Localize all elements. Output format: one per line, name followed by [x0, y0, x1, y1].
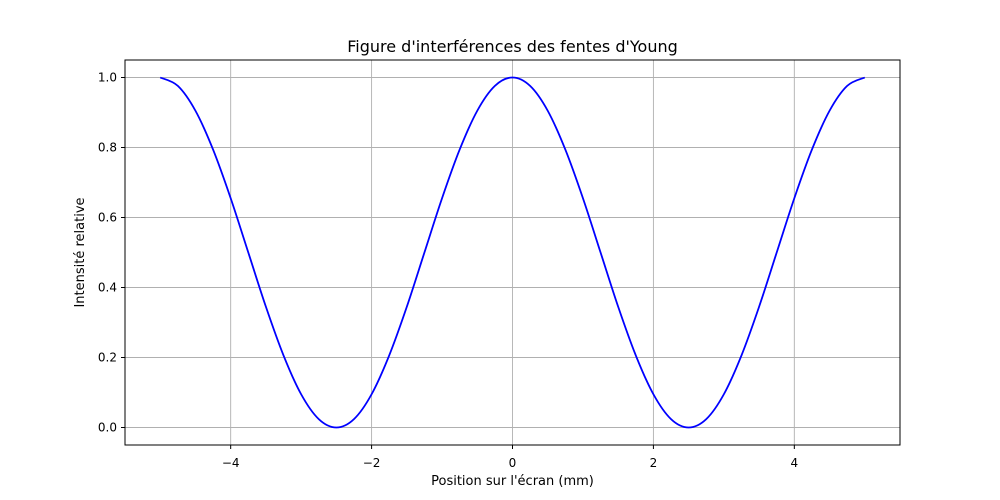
y-tick-label: 0.4	[98, 281, 117, 295]
chart-title: Figure d'interférences des fentes d'Youn…	[347, 37, 678, 56]
x-tick-label: −4	[222, 456, 240, 470]
y-tick-label: 1.0	[98, 71, 117, 85]
gridlines	[125, 60, 900, 445]
x-tick-label: −2	[363, 456, 381, 470]
plot-frame	[124, 59, 901, 446]
x-axis-label: Position sur l'écran (mm)	[431, 474, 594, 489]
x-tick-label: 2	[650, 456, 658, 470]
y-axis-label: Intensité relative	[73, 197, 88, 307]
y-tick-label: 0.8	[98, 141, 117, 155]
series-line	[159, 76, 866, 429]
data-series	[159, 76, 866, 429]
y-tick-label: 0.2	[98, 351, 117, 365]
y-tick-label: 0.0	[98, 421, 117, 435]
y-tick-label: 0.6	[98, 211, 117, 225]
x-tick-label: 0	[509, 456, 517, 470]
axis-ticks: −4 −2 0 2 4 0.0 0.2 0.4 0.6 0.8 1.0	[98, 71, 798, 471]
x-tick-label: 4	[790, 456, 798, 470]
